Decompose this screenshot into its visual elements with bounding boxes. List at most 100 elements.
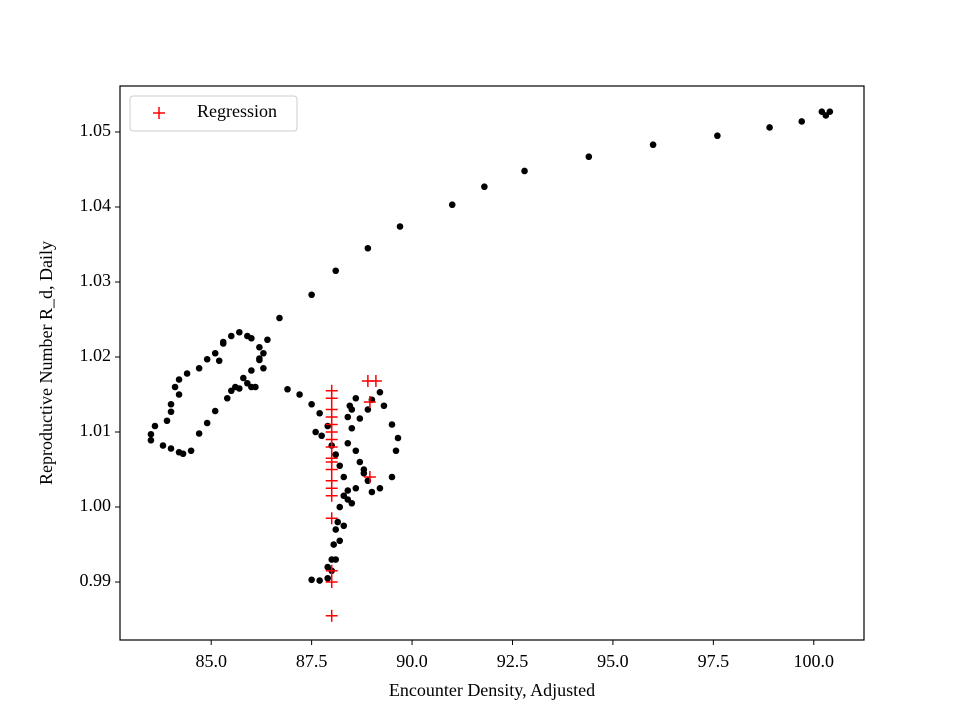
plus-marker <box>325 576 338 589</box>
point <box>376 388 384 396</box>
point <box>312 428 319 436</box>
point <box>344 487 352 494</box>
x-tick-label: 85.0 <box>195 651 227 671</box>
y-tick-label: 1.03 <box>80 270 112 290</box>
point <box>448 201 456 209</box>
y-tick-label: 1.01 <box>80 420 112 440</box>
point <box>264 336 271 344</box>
point <box>211 349 219 357</box>
point <box>336 537 344 545</box>
point <box>340 522 348 530</box>
x-tick-label: 92.5 <box>497 651 529 671</box>
point <box>344 413 352 421</box>
point <box>368 488 376 496</box>
legend-label: Regression <box>197 101 277 121</box>
point <box>308 291 315 299</box>
point <box>276 314 283 322</box>
y-tick-label: 1.04 <box>80 195 112 215</box>
point <box>332 267 340 275</box>
legend-box <box>129 95 298 132</box>
plus-marker <box>363 471 376 484</box>
point <box>332 526 340 533</box>
point <box>766 124 773 131</box>
x-tick-label: 95.0 <box>597 651 629 671</box>
point <box>284 385 291 393</box>
point <box>340 473 348 481</box>
point <box>175 376 183 383</box>
point <box>171 383 179 391</box>
point <box>256 356 263 364</box>
point <box>240 374 247 382</box>
point <box>344 439 352 447</box>
point <box>195 364 203 372</box>
y-tick-label: 1.00 <box>80 495 112 515</box>
point <box>376 484 384 492</box>
point <box>388 473 396 481</box>
point <box>356 458 364 466</box>
y-tick-label: 1.05 <box>80 120 112 140</box>
point <box>203 419 211 427</box>
y-axis-label: Reproductive Number R_d, Daily <box>36 241 56 485</box>
point <box>332 556 340 563</box>
plus-marker <box>325 489 338 502</box>
y-tick-label: 1.02 <box>80 345 112 365</box>
point <box>330 541 338 548</box>
plot-frame <box>119 85 865 641</box>
point <box>248 334 255 342</box>
point <box>348 499 356 507</box>
point <box>147 430 155 438</box>
point <box>159 442 167 449</box>
point <box>187 447 195 455</box>
point <box>585 153 593 161</box>
point <box>392 447 400 455</box>
point <box>318 432 325 440</box>
x-tick-label: 90.0 <box>396 651 428 671</box>
point <box>260 349 267 357</box>
point <box>203 355 211 363</box>
point <box>175 391 183 398</box>
plus-marker <box>325 463 338 476</box>
plus-marker <box>325 609 338 622</box>
point <box>256 343 263 351</box>
point <box>324 574 331 582</box>
point <box>167 445 175 452</box>
point <box>219 340 227 347</box>
point <box>388 421 396 428</box>
point <box>308 400 315 408</box>
point <box>316 577 323 584</box>
point <box>183 370 191 377</box>
point <box>316 409 323 417</box>
point <box>396 223 404 230</box>
point <box>244 379 251 387</box>
point <box>822 112 830 119</box>
point <box>147 436 155 444</box>
point <box>714 132 721 140</box>
y-tick-label: 0.99 <box>80 570 112 590</box>
point <box>352 447 360 455</box>
point <box>352 394 360 402</box>
point <box>223 394 231 402</box>
point <box>521 167 528 175</box>
point <box>167 400 175 408</box>
x-tick-label: 87.5 <box>296 651 328 671</box>
point <box>236 385 243 392</box>
x-axis-label: Encounter Density, Adjusted <box>389 680 595 700</box>
point <box>346 402 354 410</box>
point <box>211 407 219 415</box>
plus-marker <box>325 564 338 577</box>
point <box>356 415 364 422</box>
point <box>167 408 175 416</box>
point <box>332 451 340 458</box>
point <box>324 422 331 430</box>
point <box>151 422 159 430</box>
point <box>308 576 315 584</box>
plus-marker <box>325 392 338 405</box>
point <box>334 518 342 526</box>
point <box>798 118 806 125</box>
point <box>195 430 203 437</box>
point <box>163 417 171 425</box>
plus-marker <box>325 512 338 525</box>
point <box>227 387 235 395</box>
point <box>336 462 344 470</box>
point <box>248 367 255 374</box>
